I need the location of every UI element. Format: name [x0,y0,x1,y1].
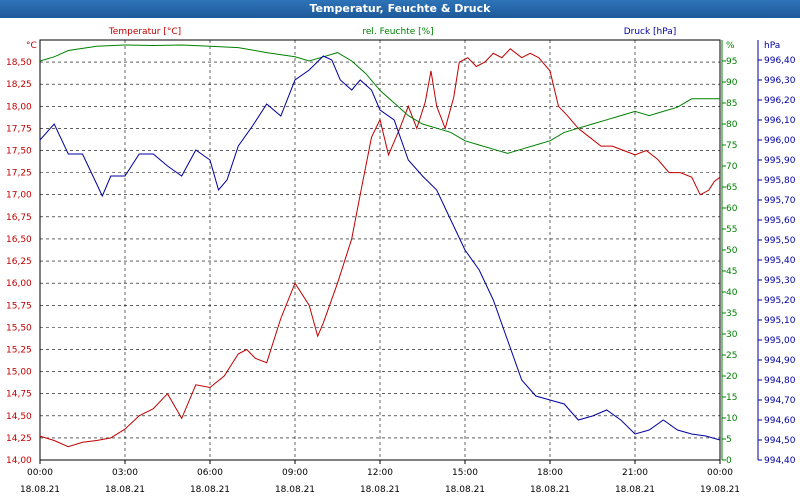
temperature-tick-label: 16,00 [6,279,32,289]
temperature-tick-label: 18,00 [6,102,32,112]
x-tick-time: 00:00 [707,468,733,478]
pressure-tick-label: 995,70 [764,196,796,206]
humidity-tick-label: 60 [726,204,738,214]
x-tick-date: 18.08.21 [530,485,570,495]
window-title: Temperatur, Feuchte & Druck [0,0,800,18]
temperature-tick-label: 14,50 [6,412,32,422]
pressure-tick-label: 996,30 [764,76,796,86]
x-tick-date: 18.08.21 [615,485,655,495]
x-tick-date: 18.08.21 [190,485,230,495]
pressure-tick-label: 995,10 [764,316,796,326]
pressure-tick-label: 994,40 [764,456,796,466]
pressure-tick-label: 995,40 [764,256,796,266]
pressure-tick-label: 996,00 [764,136,796,146]
x-tick-time: 15:00 [452,468,478,478]
humidity-line [39,44,720,154]
pressure-tick-label: 996,20 [764,96,796,106]
humidity-tick-label: 80 [726,120,738,130]
humidity-tick-label: 0 [726,456,732,466]
humidity-tick-label: 70 [726,162,738,172]
pressure-tick-label: 995,90 [764,156,796,166]
humidity-tick-label: 40 [726,288,738,298]
temperature-tick-label: 15,75 [6,301,32,311]
humidity-tick-label: 20 [726,372,738,382]
x-tick-date: 19.08.21 [700,485,740,495]
x-tick-time: 18:00 [537,468,563,478]
x-tick-time: 12:00 [367,468,393,478]
humidity-tick-label: 15 [726,393,737,403]
x-tick-time: 06:00 [197,468,223,478]
humidity-tick-label: 30 [726,330,738,340]
temperature-tick-label: 15,00 [6,368,32,378]
pressure-tick-label: 995,20 [764,296,796,306]
x-tick-date: 18.08.21 [105,485,145,495]
x-tick-time: 21:00 [622,468,648,478]
temperature-tick-label: 15,25 [6,345,32,355]
pressure-tick-label: 995,30 [764,276,796,286]
temperature-tick-label: 16,25 [6,257,32,267]
x-tick-time: 00:00 [27,468,53,478]
humidity-tick-label: 90 [726,78,738,88]
temperature-tick-label: 17,50 [6,147,32,157]
humidity-axis-title: rel. Feuchte [%] [362,27,433,37]
x-tick-time: 03:00 [112,468,138,478]
pressure-axis-title: Druck [hPa] [624,27,677,37]
x-tick-date: 18.08.21 [445,485,485,495]
temperature-tick-label: 17,00 [6,191,32,201]
pressure-tick-label: 995,80 [764,176,796,186]
humidity-tick-label: 85 [726,99,737,109]
x-tick-date: 18.08.21 [275,485,315,495]
chart-area: 14,00 14,25 14,50 14,75 15,00 15,25 15,50 15,75… [6,27,796,495]
humidity-tick-label: 45 [726,267,737,277]
temperature-tick-label: 17,75 [6,124,32,134]
pressure-tick-label: 994,60 [764,416,796,426]
temperature-axis-title: Temperatur [°C] [108,27,181,37]
pressure-tick-label: 995,00 [764,336,796,346]
pressure-unit-label: hPa [764,41,780,51]
humidity-tick-label: 95 [726,57,737,67]
pressure-tick-label: 994,50 [764,436,796,446]
humidity-tick-label: 5 [726,435,732,445]
pressure-tick-label: 994,90 [764,356,796,366]
humidity-tick-label: 35 [726,309,737,319]
x-tick-date: 18.08.21 [360,485,400,495]
humidity-tick-label: 25 [726,351,737,361]
temperature-line [39,48,721,448]
pressure-tick-label: 994,70 [764,396,796,406]
temperature-tick-label: 18,25 [6,80,32,90]
temperature-tick-label: 16,50 [6,235,32,245]
humidity-tick-label: 10 [726,414,738,424]
temperature-tick-label: 18,50 [6,58,32,68]
temperature-tick-label: 15,50 [6,323,32,333]
humidity-tick-label: 55 [726,225,737,235]
pressure-tick-label: 995,60 [764,216,796,226]
temperature-tick-label: 17,25 [6,169,32,179]
pressure-tick-label: 996,10 [764,116,796,126]
humidity-tick-label: 50 [726,246,738,256]
humidity-unit-label: % [726,41,735,51]
humidity-tick-label: 75 [726,141,737,151]
temperature-tick-label: 14,75 [6,390,32,400]
temperature-tick-label: 16,75 [6,213,32,223]
temperature-tick-label: 14,00 [6,456,32,466]
humidity-tick-label: 65 [726,183,737,193]
x-tick-time: 09:00 [282,468,308,478]
temperature-unit-label: °C [26,41,37,51]
temperature-tick-label: 14,25 [6,434,32,444]
pressure-tick-label: 994,80 [764,376,796,386]
pressure-tick-label: 996,40 [764,56,796,66]
pressure-line [39,55,721,441]
pressure-tick-label: 995,50 [764,236,796,246]
x-tick-date: 18.08.21 [20,485,60,495]
